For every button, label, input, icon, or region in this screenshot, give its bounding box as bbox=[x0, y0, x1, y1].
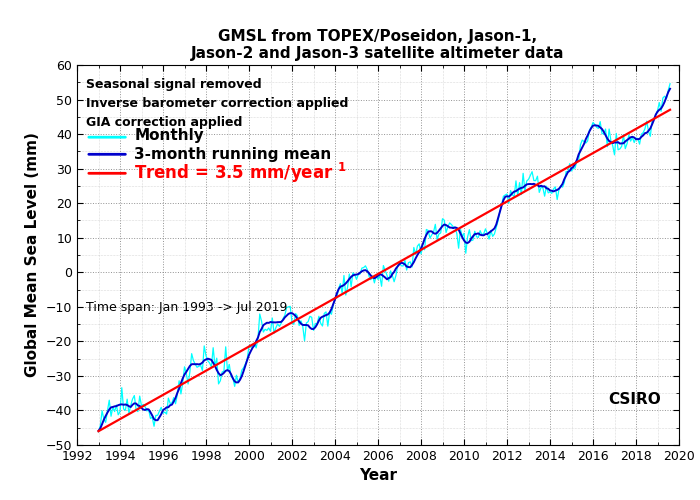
3-month running mean bbox=[564, 169, 572, 175]
Text: Inverse barometer correction applied: Inverse barometer correction applied bbox=[86, 98, 349, 110]
3-month running mean bbox=[176, 380, 185, 386]
3-month running mean bbox=[666, 86, 674, 91]
Title: GMSL from TOPEX/Poseidon, Jason-1,
Jason-2 and Jason-3 satellite altimeter data: GMSL from TOPEX/Poseidon, Jason-1, Jason… bbox=[191, 28, 565, 61]
3-month running mean bbox=[94, 428, 103, 434]
3-month running mean bbox=[505, 194, 513, 200]
Monthly bbox=[505, 200, 513, 206]
Text: Seasonal signal removed: Seasonal signal removed bbox=[86, 78, 262, 92]
Monthly bbox=[564, 169, 572, 175]
Monthly bbox=[596, 118, 604, 124]
Text: GIA correction applied: GIA correction applied bbox=[86, 116, 242, 130]
Line: 3-month running mean: 3-month running mean bbox=[99, 88, 670, 431]
Monthly bbox=[390, 278, 398, 284]
Text: Time span: Jan 1993 -> Jul 2019: Time span: Jan 1993 -> Jul 2019 bbox=[86, 300, 288, 314]
Y-axis label: Global Mean Sea Level (mm): Global Mean Sea Level (mm) bbox=[25, 132, 40, 378]
Monthly bbox=[498, 202, 506, 208]
Text: CSIRO: CSIRO bbox=[608, 392, 661, 407]
3-month running mean bbox=[390, 269, 398, 275]
Monthly bbox=[94, 429, 103, 435]
X-axis label: Year: Year bbox=[359, 468, 397, 483]
Monthly bbox=[176, 391, 185, 397]
Text: 3-month running mean: 3-month running mean bbox=[134, 147, 331, 162]
Monthly bbox=[666, 80, 674, 86]
3-month running mean bbox=[596, 124, 604, 130]
Text: Monthly: Monthly bbox=[134, 128, 204, 143]
Text: Trend = 3.5 mm/year $\mathbf{^1}$: Trend = 3.5 mm/year $\mathbf{^1}$ bbox=[134, 161, 347, 186]
Line: Monthly: Monthly bbox=[99, 84, 670, 432]
3-month running mean bbox=[498, 202, 506, 208]
